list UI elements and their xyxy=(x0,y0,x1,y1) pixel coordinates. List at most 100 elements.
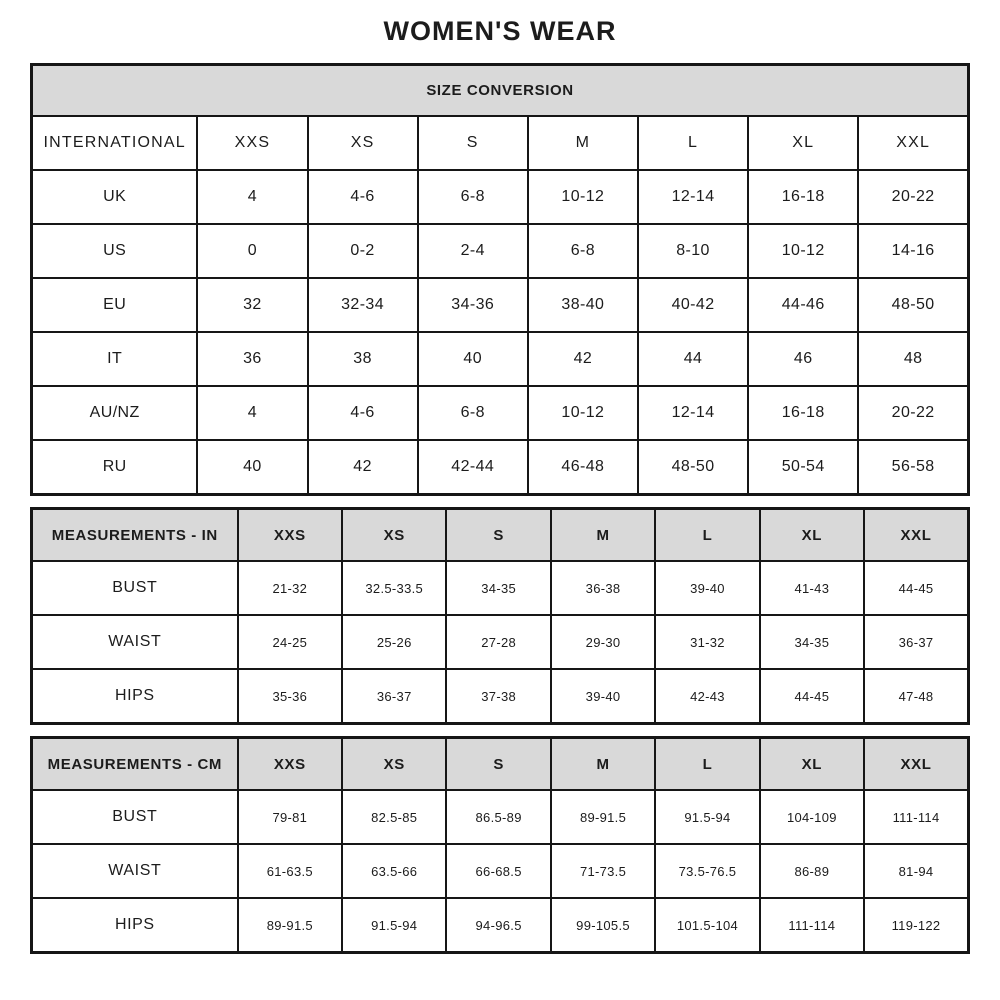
value-cell: 48 xyxy=(857,331,970,387)
value-cell: 21-32 xyxy=(236,560,344,616)
value-cell: 10-12 xyxy=(526,385,639,441)
value-cell: 24-25 xyxy=(236,614,344,670)
column-header-cell: XXL xyxy=(857,115,970,171)
header-row: MEASUREMENTS - CM XXS XS S M L XL XXL xyxy=(30,736,970,791)
row-label-cell: HIPS xyxy=(30,668,239,725)
value-cell: 47-48 xyxy=(863,668,970,725)
row-label-cell: RU xyxy=(30,439,199,496)
value-cell: 20-22 xyxy=(857,385,970,441)
value-cell: 36-37 xyxy=(863,614,970,670)
row-label-cell: BUST xyxy=(30,789,239,845)
header-label-cell: INTERNATIONAL xyxy=(30,115,199,171)
table-row: RU 40 42 42-44 46-48 48-50 50-54 56-58 xyxy=(30,439,970,496)
value-cell: 82.5-85 xyxy=(341,789,448,845)
column-header-cell: L xyxy=(654,736,761,791)
value-cell: 111-114 xyxy=(758,897,866,954)
table-row: AU/NZ 4 4-6 6-8 10-12 12-14 16-18 20-22 xyxy=(30,385,970,441)
value-cell: 79-81 xyxy=(236,789,344,845)
table-row: BUST 79-81 82.5-85 86.5-89 89-91.5 91.5-94 104… xyxy=(30,789,970,845)
header-row: MEASUREMENTS - IN XXS XS S M L XL XXL xyxy=(30,507,970,562)
column-header-cell: XXS xyxy=(196,115,309,171)
value-cell: 46-48 xyxy=(526,439,639,496)
value-cell: 44-46 xyxy=(747,277,860,333)
value-cell: 42 xyxy=(306,439,419,496)
value-cell: 34-35 xyxy=(758,614,866,670)
header-row: INTERNATIONAL XXS XS S M L XL XXL xyxy=(30,115,970,171)
row-label-cell: BUST xyxy=(30,560,239,616)
column-header-cell: S xyxy=(416,115,529,171)
value-cell: 6-8 xyxy=(416,385,529,441)
value-cell: 38 xyxy=(306,331,419,387)
value-cell: 34-36 xyxy=(416,277,529,333)
row-label-cell: WAIST xyxy=(30,614,239,670)
value-cell: 40 xyxy=(416,331,529,387)
value-cell: 91.5-94 xyxy=(654,789,761,845)
header-label-cell: MEASUREMENTS - IN xyxy=(30,507,239,562)
value-cell: 36-38 xyxy=(549,560,657,616)
table-title-row: SIZE CONVERSION xyxy=(30,63,970,117)
value-cell: 32-34 xyxy=(306,277,419,333)
table-title: SIZE CONVERSION xyxy=(30,63,970,117)
value-cell: 35-36 xyxy=(236,668,344,725)
value-cell: 29-30 xyxy=(549,614,657,670)
table-row: UK 4 4-6 6-8 10-12 12-14 16-18 20-22 xyxy=(30,169,970,225)
value-cell: 40-42 xyxy=(636,277,750,333)
row-label-cell: EU xyxy=(30,277,199,333)
value-cell: 42-43 xyxy=(654,668,761,725)
measurements-in-table: MEASUREMENTS - IN XXS XS S M L XL XXL BUST 21-32 3… xyxy=(30,507,970,725)
value-cell: 36 xyxy=(196,331,309,387)
value-cell: 16-18 xyxy=(747,385,860,441)
value-cell: 42-44 xyxy=(416,439,529,496)
value-cell: 94-96.5 xyxy=(445,897,552,954)
table-row: US 0 0-2 2-4 6-8 8-10 10-12 14-16 xyxy=(30,223,970,279)
value-cell: 41-43 xyxy=(758,560,866,616)
value-cell: 111-114 xyxy=(863,789,970,845)
row-label-cell: HIPS xyxy=(30,897,239,954)
column-header-cell: L xyxy=(654,507,761,562)
value-cell: 16-18 xyxy=(747,169,860,225)
row-label-cell: UK xyxy=(30,169,199,225)
value-cell: 56-58 xyxy=(857,439,970,496)
value-cell: 6-8 xyxy=(416,169,529,225)
value-cell: 91.5-94 xyxy=(341,897,448,954)
value-cell: 32.5-33.5 xyxy=(341,560,448,616)
value-cell: 39-40 xyxy=(549,668,657,725)
value-cell: 44 xyxy=(636,331,750,387)
column-header-cell: XXL xyxy=(863,736,970,791)
value-cell: 44-45 xyxy=(863,560,970,616)
row-label-cell: AU/NZ xyxy=(30,385,199,441)
measurements-cm-table: MEASUREMENTS - CM XXS XS S M L XL XXL BUST 79-81 8… xyxy=(30,736,970,954)
value-cell: 12-14 xyxy=(636,169,750,225)
table-row: IT 36 38 40 42 44 46 48 xyxy=(30,331,970,387)
value-cell: 0 xyxy=(196,223,309,279)
value-cell: 101.5-104 xyxy=(654,897,761,954)
value-cell: 39-40 xyxy=(654,560,761,616)
value-cell: 61-63.5 xyxy=(236,843,344,899)
value-cell: 38-40 xyxy=(526,277,639,333)
column-header-cell: XXL xyxy=(863,507,970,562)
value-cell: 6-8 xyxy=(526,223,639,279)
value-cell: 42 xyxy=(526,331,639,387)
measurements-in-body: MEASUREMENTS - IN XXS XS S M L XL XXL BUST 21-32 3… xyxy=(30,507,970,725)
value-cell: 4-6 xyxy=(306,385,419,441)
value-cell: 89-91.5 xyxy=(236,897,344,954)
column-header-cell: S xyxy=(445,507,552,562)
value-cell: 86.5-89 xyxy=(445,789,552,845)
value-cell: 4 xyxy=(196,385,309,441)
column-header-cell: M xyxy=(549,736,657,791)
value-cell: 10-12 xyxy=(747,223,860,279)
value-cell: 32 xyxy=(196,277,309,333)
value-cell: 20-22 xyxy=(857,169,970,225)
column-header-cell: S xyxy=(445,736,552,791)
value-cell: 27-28 xyxy=(445,614,552,670)
table-row: BUST 21-32 32.5-33.5 34-35 36-38 39-40 41-43 44… xyxy=(30,560,970,616)
column-header-cell: XS xyxy=(341,736,448,791)
column-header-cell: XL xyxy=(758,736,866,791)
value-cell: 8-10 xyxy=(636,223,750,279)
table-row: WAIST 61-63.5 63.5-66 66-68.5 71-73.5 73.5-76… xyxy=(30,843,970,899)
size-conversion-table: SIZE CONVERSION INTERNATIONAL XXS XS S M L XL XX… xyxy=(30,63,970,496)
row-label-cell: US xyxy=(30,223,199,279)
column-header-cell: XL xyxy=(758,507,866,562)
column-header-cell: XXS xyxy=(236,736,344,791)
